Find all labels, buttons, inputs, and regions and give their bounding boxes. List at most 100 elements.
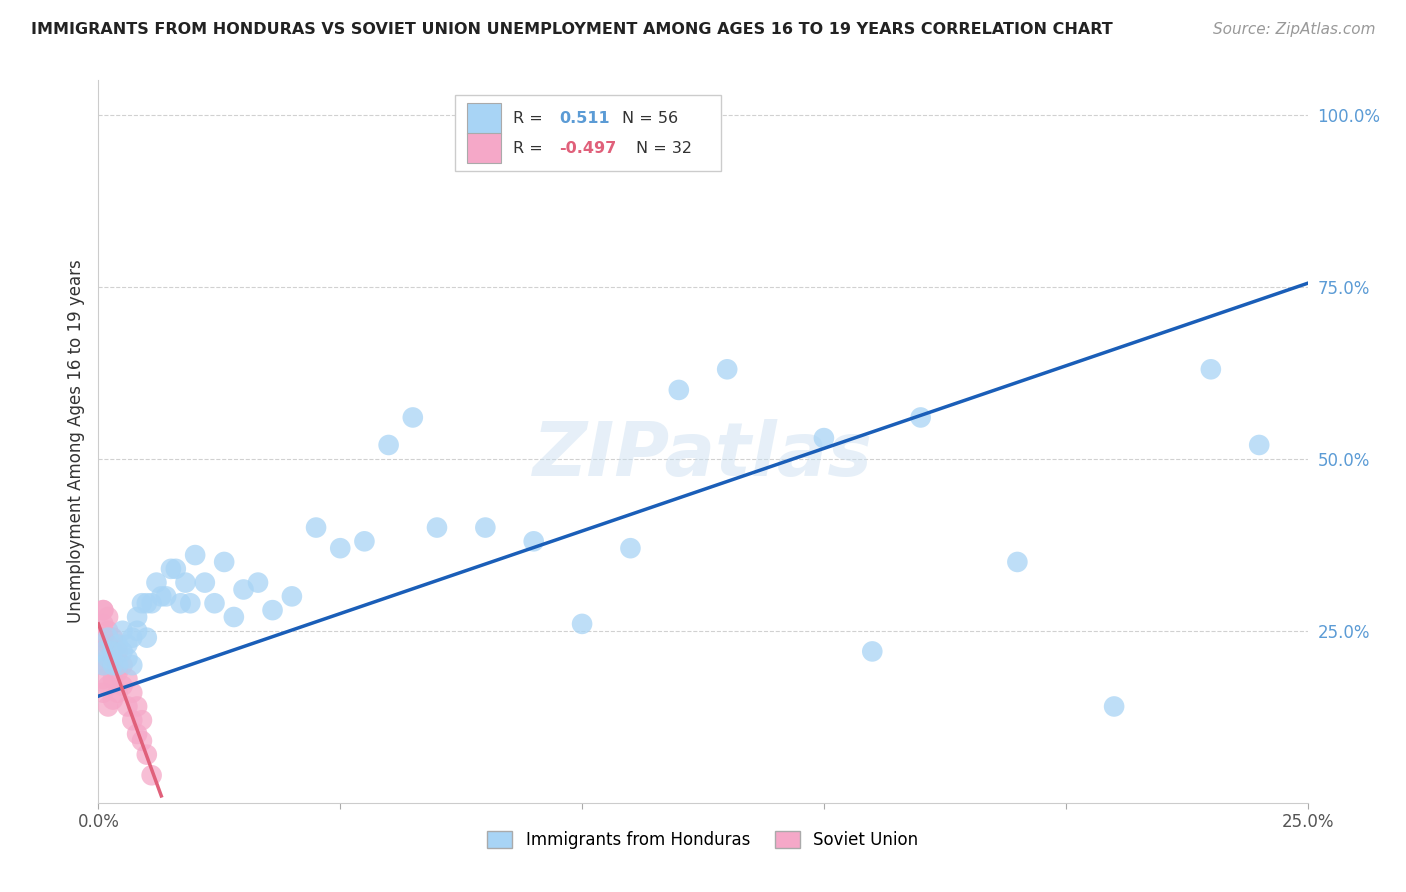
Text: R =: R =: [513, 112, 548, 126]
Point: [131, 734, 153, 748]
Text: 0.511: 0.511: [560, 112, 610, 126]
Point: [1199, 362, 1222, 376]
Point: [165, 562, 187, 576]
Point: [101, 631, 124, 645]
Point: [1007, 555, 1029, 569]
Point: [145, 575, 167, 590]
Point: [131, 713, 153, 727]
Point: [281, 590, 304, 604]
Point: [232, 582, 254, 597]
Point: [910, 410, 932, 425]
Point: [97, 699, 120, 714]
Point: [377, 438, 399, 452]
Point: [247, 575, 270, 590]
Point: [204, 596, 226, 610]
Point: [305, 520, 328, 534]
Point: [97, 631, 120, 645]
Point: [619, 541, 641, 556]
Point: [107, 638, 129, 652]
Point: [262, 603, 284, 617]
Point: [150, 590, 173, 604]
Point: [91, 603, 114, 617]
Point: [1102, 699, 1125, 714]
Point: [353, 534, 375, 549]
Point: [97, 651, 120, 665]
Text: IMMIGRANTS FROM HONDURAS VS SOVIET UNION UNEMPLOYMENT AMONG AGES 16 TO 19 YEARS : IMMIGRANTS FROM HONDURAS VS SOVIET UNION…: [31, 22, 1112, 37]
Point: [155, 590, 177, 604]
Point: [141, 596, 163, 610]
Point: [91, 631, 114, 645]
Point: [160, 562, 183, 576]
Point: [127, 610, 149, 624]
Point: [97, 624, 120, 638]
Y-axis label: Unemployment Among Ages 16 to 19 years: Unemployment Among Ages 16 to 19 years: [66, 260, 84, 624]
Point: [101, 644, 124, 658]
Point: [571, 616, 593, 631]
Point: [91, 658, 114, 673]
Point: [135, 596, 157, 610]
Point: [107, 644, 129, 658]
Point: [97, 679, 120, 693]
Point: [426, 520, 449, 534]
Bar: [467, 103, 501, 134]
Point: [329, 541, 352, 556]
Point: [91, 644, 114, 658]
Point: [813, 431, 835, 445]
Point: [523, 534, 546, 549]
Point: [212, 555, 235, 569]
Text: Source: ZipAtlas.com: Source: ZipAtlas.com: [1212, 22, 1375, 37]
Point: [107, 686, 129, 700]
Point: [121, 713, 143, 727]
Point: [1249, 438, 1271, 452]
Point: [111, 644, 134, 658]
Point: [141, 768, 163, 782]
Point: [179, 596, 201, 610]
Point: [135, 631, 157, 645]
Point: [111, 658, 134, 673]
Point: [127, 727, 149, 741]
Point: [135, 747, 157, 762]
Text: N = 32: N = 32: [637, 141, 693, 156]
Point: [121, 686, 143, 700]
Text: -0.497: -0.497: [560, 141, 616, 156]
Point: [107, 665, 129, 679]
Point: [194, 575, 217, 590]
Text: ZIPatlas: ZIPatlas: [533, 419, 873, 492]
Point: [111, 679, 134, 693]
Point: [716, 362, 738, 376]
Point: [117, 672, 139, 686]
Point: [91, 686, 114, 700]
Text: N = 56: N = 56: [621, 112, 678, 126]
Point: [222, 610, 245, 624]
Point: [127, 624, 149, 638]
Text: R =: R =: [513, 141, 543, 156]
Point: [131, 596, 153, 610]
Point: [860, 644, 883, 658]
Point: [97, 638, 120, 652]
Point: [174, 575, 197, 590]
Point: [117, 638, 139, 652]
Point: [101, 651, 124, 665]
Point: [101, 672, 124, 686]
Point: [97, 658, 120, 673]
Point: [97, 610, 120, 624]
FancyBboxPatch shape: [456, 95, 721, 170]
Point: [117, 651, 139, 665]
Point: [121, 631, 143, 645]
Point: [91, 603, 114, 617]
Point: [169, 596, 191, 610]
Point: [184, 548, 207, 562]
Point: [91, 658, 114, 673]
Bar: [467, 133, 501, 163]
Point: [91, 616, 114, 631]
Point: [117, 699, 139, 714]
Point: [101, 658, 124, 673]
Point: [474, 520, 496, 534]
Point: [127, 699, 149, 714]
Point: [91, 644, 114, 658]
Point: [111, 624, 134, 638]
Point: [91, 672, 114, 686]
Point: [402, 410, 425, 425]
Point: [107, 658, 129, 673]
Legend: Immigrants from Honduras, Soviet Union: Immigrants from Honduras, Soviet Union: [481, 824, 925, 856]
